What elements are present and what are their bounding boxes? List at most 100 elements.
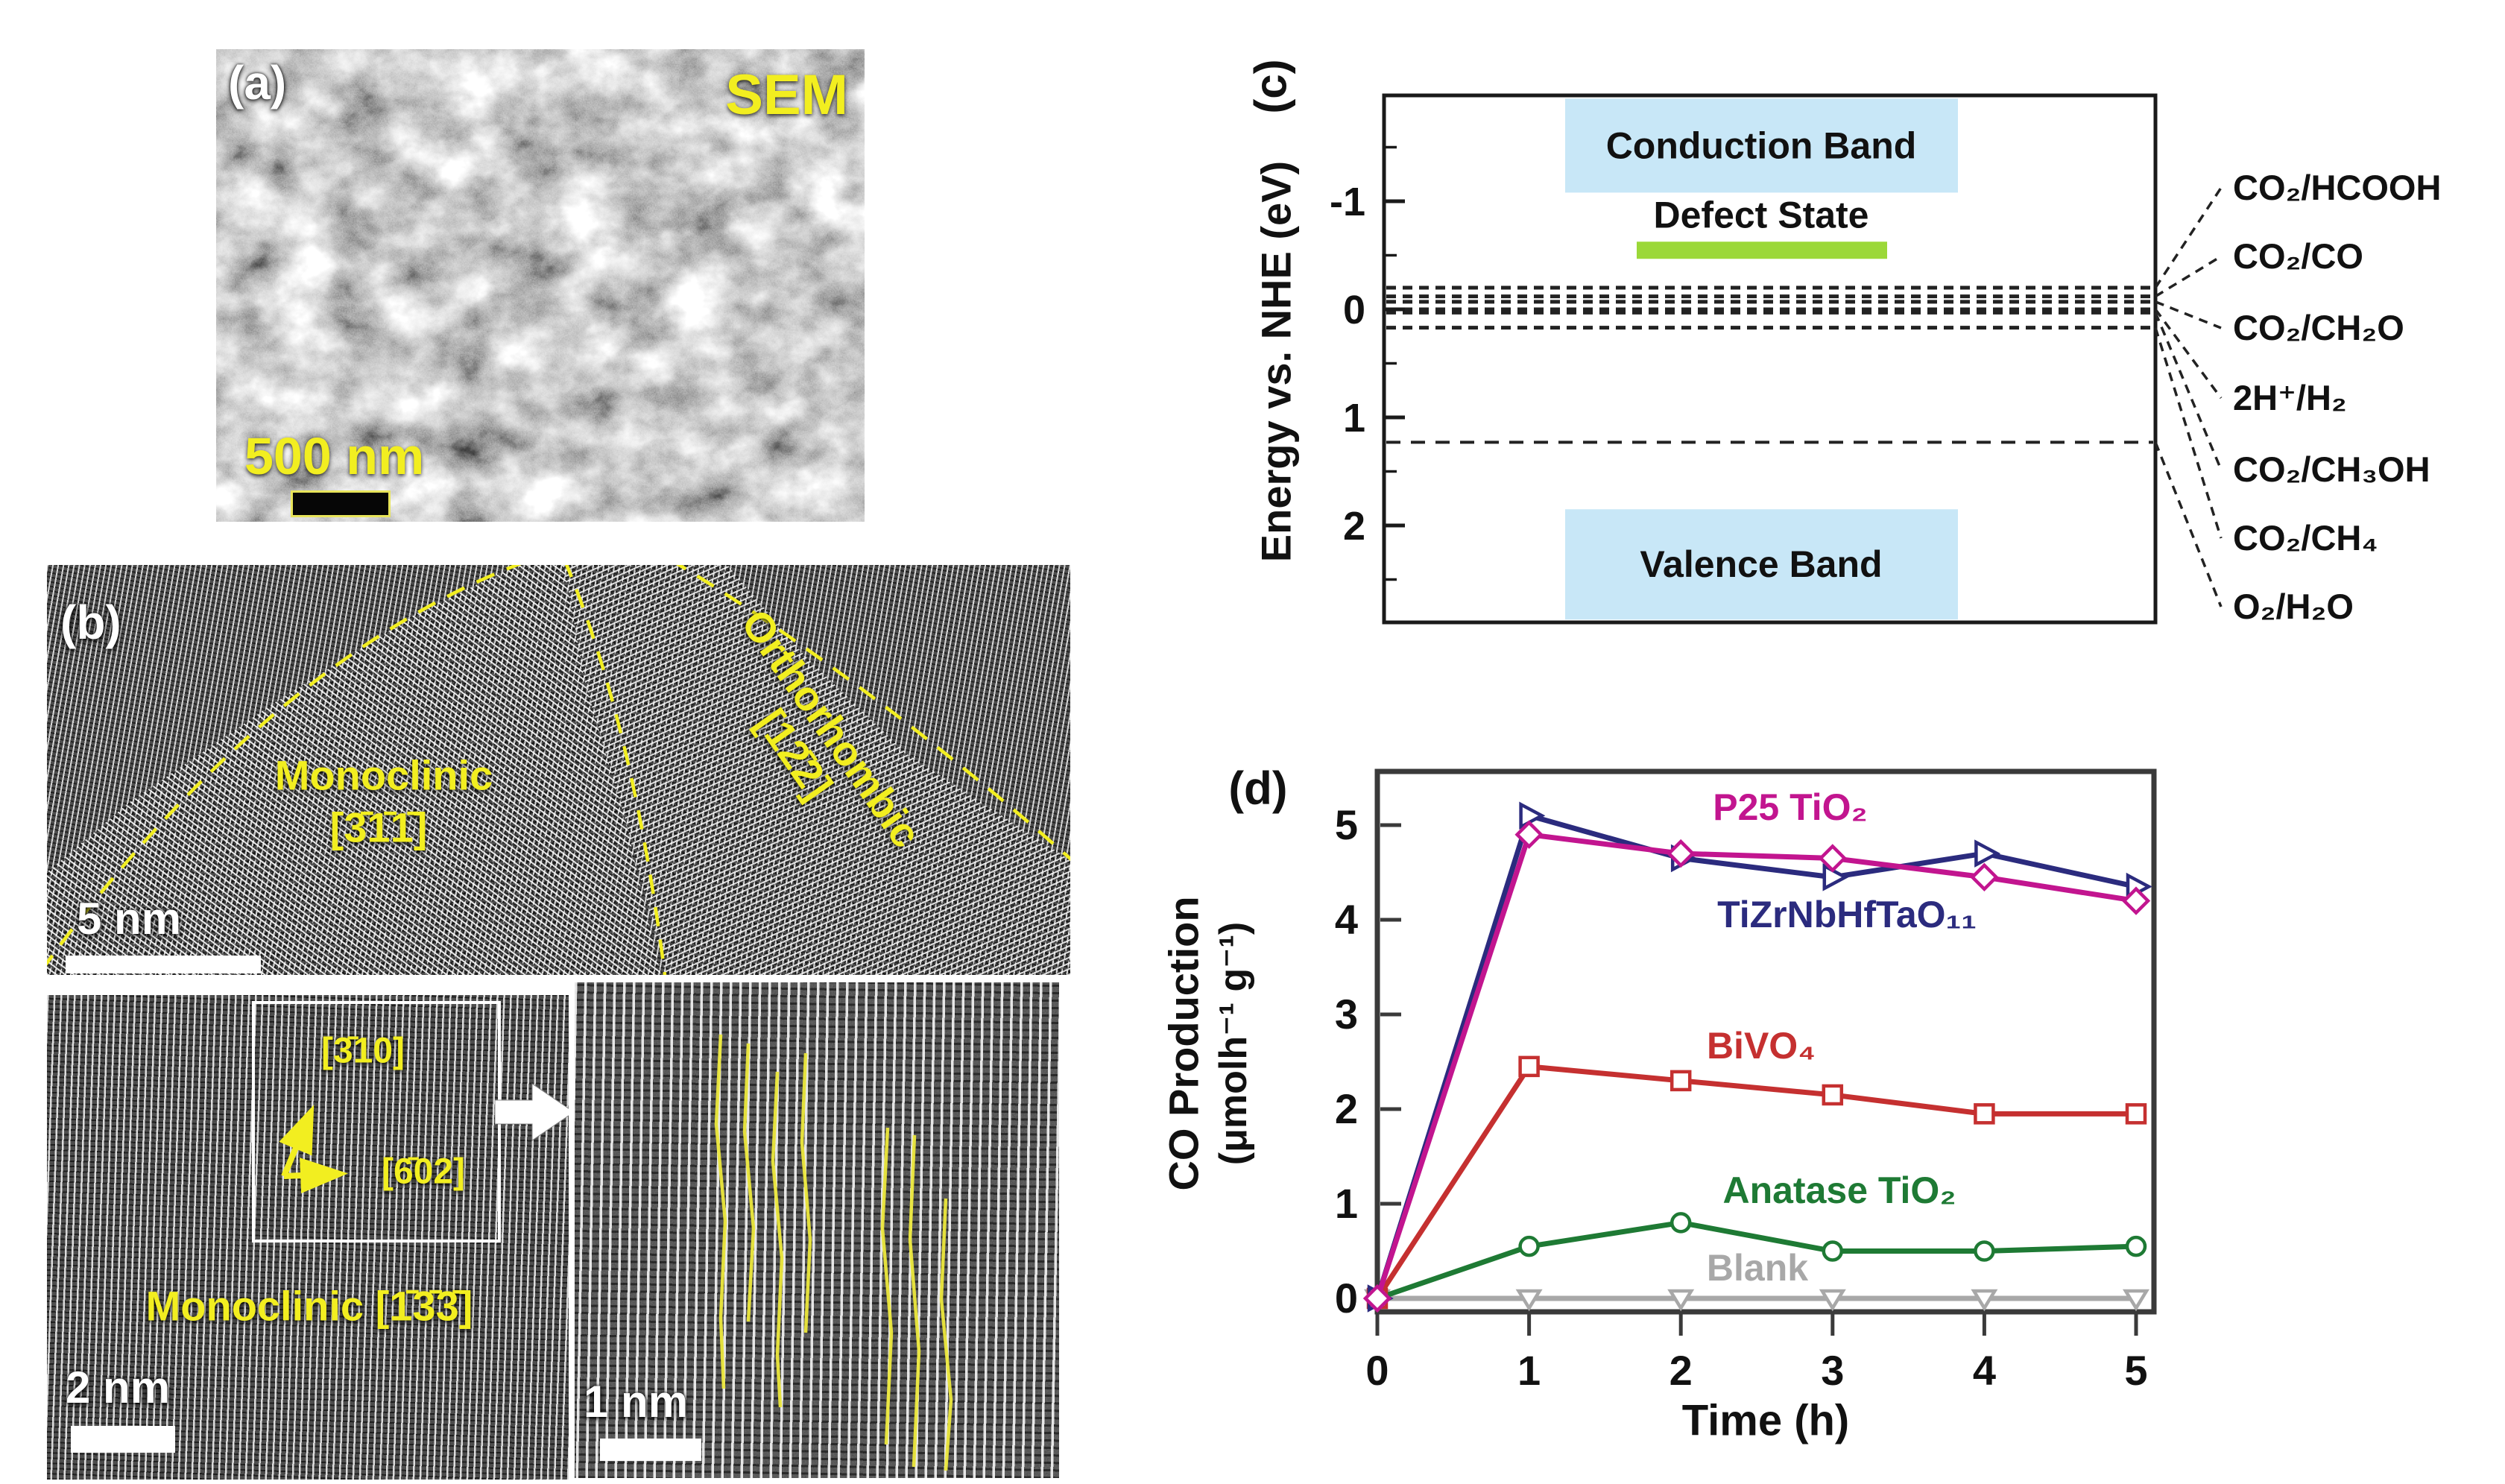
fringe-trace-line	[880, 1127, 894, 1445]
sem-texture	[216, 49, 865, 522]
series-1	[1362, 820, 2151, 1313]
panel-d-y-axis-title-line1: CO Production	[1160, 896, 1207, 1191]
d-x-tick-label: 5	[2124, 1347, 2147, 1394]
data-point-marker-square	[1670, 1070, 1692, 1092]
sem-scale-text: 500 nm	[244, 427, 425, 485]
fringe-trace-line	[800, 1052, 812, 1333]
panel-c-band-diagram: Conduction Band Valence Band Defect State -…	[1330, 93, 2441, 626]
conduction-band-label: Conduction Band	[1606, 124, 1917, 166]
d-y-tick-label: 0	[1335, 1275, 1358, 1322]
hrtem-scale-bar-2nm	[71, 1426, 175, 1453]
sem-technique-label: SEM	[725, 63, 848, 127]
monoclinic-grain-label: Monoclinic	[274, 751, 493, 799]
d-x-tick-label: 0	[1365, 1347, 1389, 1394]
grain-boundary-dashed-line	[675, 565, 1070, 862]
data-point-marker-square	[2125, 1103, 2147, 1125]
series-line	[1374, 812, 2137, 1300]
redox-connector-line-4	[2154, 312, 2223, 470]
legend-label-0: TiZrNbHfTaO₁₁	[1717, 894, 1977, 935]
axis-arrow-right	[283, 1158, 348, 1194]
data-point-marker-circle	[1822, 1240, 1844, 1262]
panel-d-line-chart: 0 1 2 3 4 5 0 1 2 3 4 5 TiZrNbHfTaO₁₁ P25 TiO₂ BiVO₄ An…	[1335, 768, 2157, 1394]
fringe-trace-line	[939, 1198, 953, 1471]
panel-d-y-axis-title-line2: (μmolh⁻¹ g⁻¹)	[1212, 921, 1255, 1166]
panel-c-axis-box	[1382, 93, 2158, 625]
data-point-marker-diamond	[1818, 844, 1847, 873]
data-point-marker-triangle-down	[1819, 1289, 1846, 1312]
panel-d-label: (d)	[1228, 762, 1288, 815]
legend-label-2: BiVO₄	[1707, 1025, 1816, 1067]
panel-a-label: (a)	[228, 56, 287, 110]
redox-connector-line-6	[2154, 441, 2223, 607]
redox-connector-line-2	[2155, 300, 2222, 329]
c-tick-label: 0	[1343, 288, 1365, 332]
axis-right-label: [6̄02]	[381, 1152, 466, 1192]
data-point-marker-triangle-down	[2122, 1289, 2150, 1312]
series-line	[1375, 1064, 2136, 1300]
d-x-tick-label: 4	[1973, 1347, 1996, 1394]
redox-couple-label-2: CO₂/CH₂O	[2233, 308, 2404, 347]
d-y-tick-label: 4	[1335, 896, 1358, 943]
data-point-marker-circle	[2125, 1235, 2147, 1257]
panel-c-label: (c)	[1245, 59, 1296, 114]
d-x-tick-label: 1	[1517, 1347, 1541, 1394]
panel-d-axis-box	[1374, 768, 2157, 1315]
c-tick-label: -1	[1330, 180, 1365, 224]
grain-boundary-dashed-line	[47, 565, 522, 966]
data-point-marker-triangle-down	[1667, 1289, 1695, 1312]
defect-state-level-bar	[1637, 241, 1887, 259]
series-3	[1366, 1212, 2147, 1310]
hrtem-scale-bar-1nm	[600, 1439, 701, 1461]
fringe-trace-line	[714, 1034, 727, 1389]
data-point-marker-triangle-right	[1519, 801, 1546, 830]
fringe-trace-line	[771, 1071, 784, 1408]
c-tick-label: 1	[1343, 396, 1365, 441]
data-point-marker-diamond	[1970, 862, 1999, 892]
fringe-trace-overlay	[714, 1034, 953, 1471]
axis-up-label: [3̄10]	[320, 1031, 405, 1071]
hrtem-scale-text-1nm: 1 nm	[584, 1377, 689, 1427]
grain-boundary-overlay	[47, 565, 1070, 975]
legend-label-4: Blank	[1707, 1247, 1808, 1289]
fringe-trace-line	[908, 1134, 921, 1468]
redox-couple-label-0: CO₂/HCOOH	[2233, 168, 2441, 207]
data-point-marker-diamond	[1514, 820, 1544, 849]
redox-couple-label-1: CO₂/CO	[2233, 236, 2363, 276]
redox-connector-line-1	[2155, 255, 2222, 298]
data-point-marker-triangle-down	[1515, 1289, 1543, 1312]
data-point-marker-diamond	[1667, 839, 1696, 868]
d-y-tick-label: 2	[1335, 1085, 1358, 1132]
data-point-marker-square	[1822, 1084, 1844, 1106]
data-point-marker-triangle-right	[1974, 839, 2001, 868]
hrtem-scale-text-2nm: 2 nm	[66, 1363, 171, 1412]
conduction-band-box	[1565, 98, 1958, 193]
data-point-marker-square	[1518, 1055, 1540, 1078]
fringe-trace-line	[742, 1043, 756, 1322]
series-line	[1376, 1219, 2137, 1301]
redox-connector-line-5	[2154, 327, 2223, 539]
defect-state-label: Defect State	[1654, 194, 1869, 236]
d-y-tick-label: 1	[1335, 1180, 1358, 1227]
panel-b-label: (b)	[60, 596, 121, 649]
legend-label-1: P25 TiO₂	[1713, 786, 1868, 828]
redox-couple-label-3: 2H⁺/H₂	[2233, 378, 2347, 417]
series-4	[1363, 1289, 2150, 1312]
monoclinic-zone-axis-label: [3̄1̄1̄]	[329, 803, 428, 851]
monoclinic-133-zone-label: Monoclinic [1̄3̄3̄]	[145, 1282, 473, 1330]
data-point-marker-triangle-right	[1822, 863, 1849, 891]
valence-band-label: Valence Band	[1640, 543, 1882, 585]
panel-c-y-axis-title: Energy vs. NHE (eV)	[1252, 160, 1300, 563]
data-point-marker-diamond	[2121, 886, 2151, 915]
sem-scale-bar	[291, 490, 391, 517]
magnification-arrow-icon	[495, 1083, 575, 1141]
data-point-marker-circle	[1974, 1240, 1995, 1262]
legend-label-3: Anatase TiO₂	[1722, 1169, 1956, 1211]
data-point-marker-diamond	[1362, 1283, 1392, 1313]
c-tick-label: 2	[1343, 504, 1365, 549]
redox-couple-label-5: CO₂/CH₄	[2233, 518, 2378, 558]
grain-boundary-dashed-line	[564, 565, 667, 975]
panel-a-sem-image: (a) SEM 500 nm	[216, 49, 865, 522]
data-point-marker-square	[1974, 1103, 1995, 1125]
